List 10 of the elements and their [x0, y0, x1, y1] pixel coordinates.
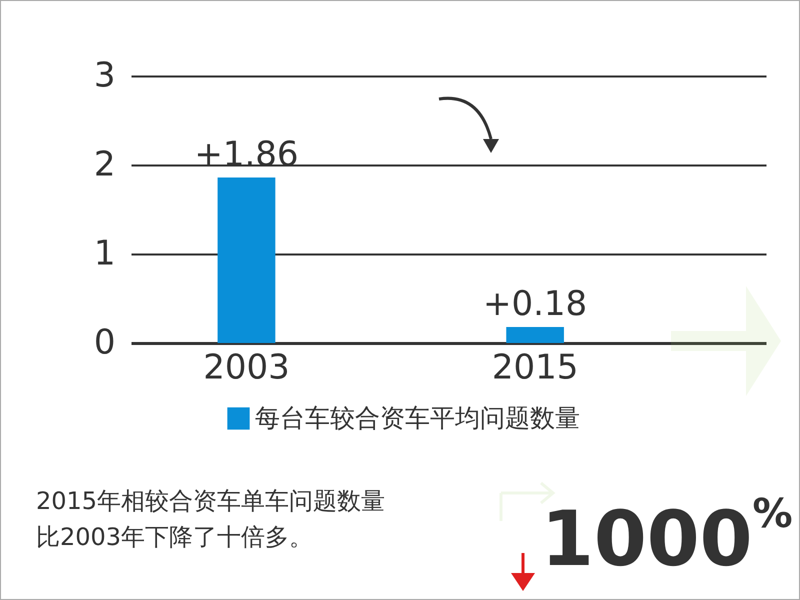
data-label: +0.18: [482, 284, 588, 324]
y-tick-label: 2: [94, 144, 116, 184]
text: 2015年相较合资车单车问题数量比2003年下降了十倍多。: [36, 486, 386, 553]
y-tick-label: 3: [94, 56, 116, 96]
y-tick-label: 1: [94, 234, 116, 274]
x-tick-label: 2003: [203, 348, 290, 388]
y-tick-label: 0: [94, 322, 116, 362]
legend-label: 每台车较合资车平均问题数量: [255, 404, 580, 432]
x-tick-label: 2015: [492, 348, 578, 388]
text: 1000$^{%}$: [541, 490, 793, 585]
